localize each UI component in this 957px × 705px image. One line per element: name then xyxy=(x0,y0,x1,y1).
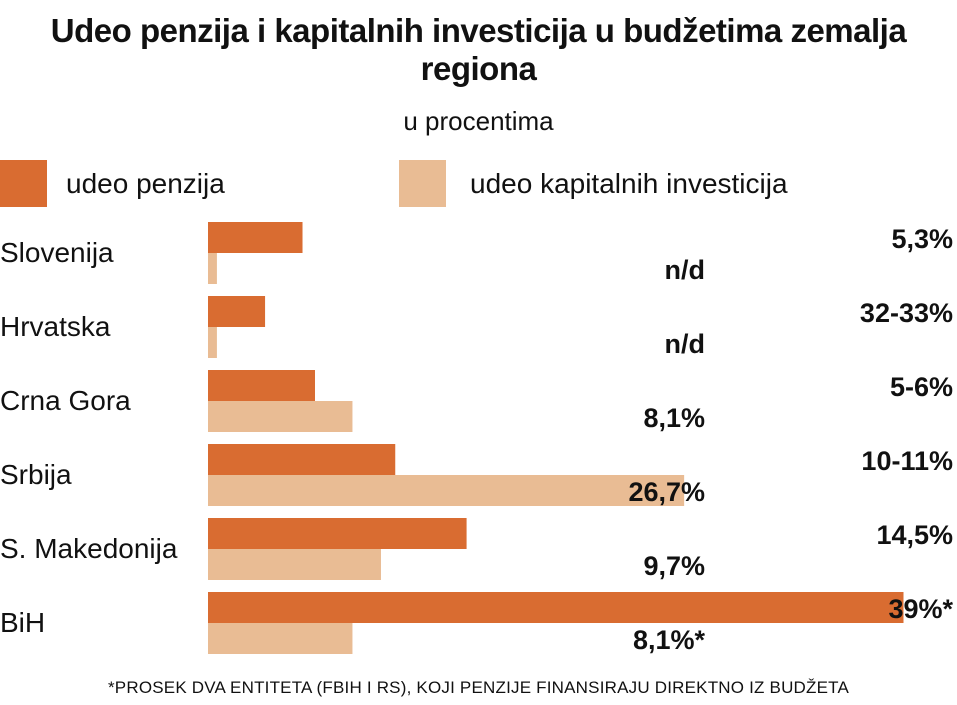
category-label-crna-gora: Crna Gora xyxy=(0,385,131,416)
category-label-bih: BiH xyxy=(0,607,45,638)
legend-label-penzije: udeo penzija xyxy=(66,168,225,199)
chart-subtitle: u procentima xyxy=(403,106,554,136)
bar-penzije-hrvatska xyxy=(208,296,266,327)
value-label-investicije-bih: 8,1%* xyxy=(633,625,706,655)
legend-swatch-investicije xyxy=(399,160,446,207)
value-label-investicije-srbija: 26,7% xyxy=(628,477,705,507)
bar-investicije-srbija xyxy=(208,475,685,506)
category-label-slovenija: Slovenija xyxy=(0,237,114,268)
value-label-penzije-slovenija: 5,3% xyxy=(891,224,953,254)
footnote: *PROSEK DVA ENTITETA (FBIH I RS), KOJI P… xyxy=(107,678,850,697)
bar-penzije-s-makedonija xyxy=(208,518,467,549)
value-label-penzije-s-makedonija: 14,5% xyxy=(876,520,953,550)
bar-investicije-crna-gora xyxy=(208,401,353,432)
value-label-investicije-crna-gora: 8,1% xyxy=(643,403,705,433)
value-label-investicije-s-makedonija: 9,7% xyxy=(643,551,705,581)
bar-penzije-slovenija xyxy=(208,222,303,253)
bar-penzije-bih xyxy=(208,592,904,623)
bar-investicije-bih xyxy=(208,623,353,654)
legend-label-investicije: udeo kapitalnih investicija xyxy=(470,168,788,199)
bar-penzije-crna-gora xyxy=(208,370,315,401)
bar-penzije-srbija xyxy=(208,444,396,475)
value-label-penzije-hrvatska: 32-33% xyxy=(860,298,953,328)
category-label-s-makedonija: S. Makedonija xyxy=(0,533,178,564)
legend-swatch-penzije xyxy=(0,160,47,207)
value-label-penzije-srbija: 10-11% xyxy=(861,446,953,476)
value-label-penzije-bih: 39%* xyxy=(888,594,953,624)
bar-investicije-hrvatska xyxy=(208,327,217,358)
value-label-investicije-hrvatska: n/d xyxy=(665,329,706,359)
value-label-penzije-crna-gora: 5-6% xyxy=(890,372,953,402)
value-label-investicije-slovenija: n/d xyxy=(665,255,706,285)
bar-investicije-slovenija xyxy=(208,253,217,284)
category-label-hrvatska: Hrvatska xyxy=(0,311,111,342)
chart-title: Udeo penzija i kapitalnih investicija u … xyxy=(50,12,907,87)
bar-investicije-s-makedonija xyxy=(208,549,381,580)
category-label-srbija: Srbija xyxy=(0,459,72,490)
